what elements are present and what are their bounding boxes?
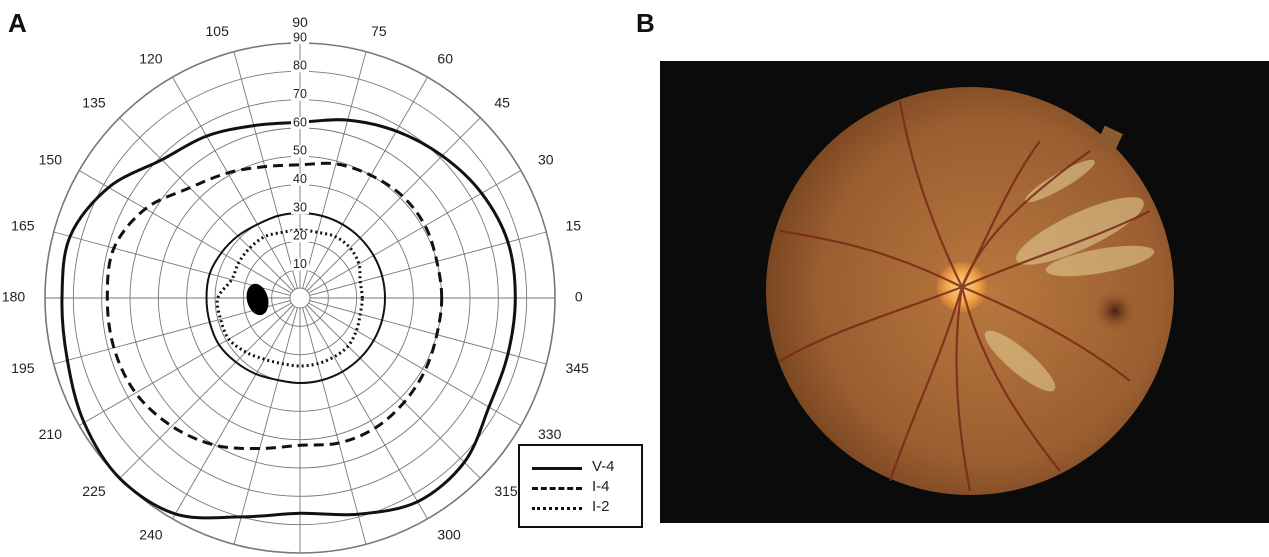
grid-spoke — [172, 301, 299, 520]
angle-tick-label: 225 — [82, 483, 106, 499]
angle-tick-label: 345 — [565, 360, 589, 376]
grid-spoke — [303, 170, 522, 297]
angle-tick-label: 0 — [575, 289, 583, 305]
grid-spoke — [300, 301, 367, 545]
radius-tick-label: 80 — [293, 59, 307, 73]
grid-spoke — [119, 117, 298, 296]
grid-spoke — [233, 51, 300, 295]
radius-tick-label: 10 — [293, 257, 307, 271]
angle-tick-label: 195 — [11, 360, 35, 376]
legend-item-i2: I-2 — [520, 498, 641, 516]
radius-label-bg — [291, 32, 309, 44]
angle-tick-label: 45 — [494, 94, 510, 110]
radius-label-bg — [291, 258, 309, 271]
grid-spoke — [301, 301, 428, 520]
scotoma-marker — [246, 283, 269, 316]
radius-label-bg — [291, 117, 309, 129]
polar-chart: 0 15 30 45 60 75 90 105 120 135 150 165 180 195 210 225… — [2, 14, 589, 557]
fundus-image — [766, 87, 1174, 495]
angle-tick-label: 60 — [437, 51, 453, 67]
radius-tick-label: 60 — [293, 115, 307, 129]
angle-tick-label: 330 — [538, 426, 562, 442]
radius-tick-label: 20 — [293, 229, 307, 243]
grid-spoke — [78, 299, 297, 426]
legend-label: V-4 — [592, 458, 615, 475]
grid-spoke — [119, 300, 298, 479]
radius-tick-label: 90 — [293, 30, 307, 44]
isopter-i-4 — [105, 161, 444, 451]
angle-tick-label: 75 — [371, 23, 387, 39]
angle-tick-label: 30 — [538, 151, 554, 167]
isopter-i-2 — [215, 228, 364, 368]
angle-tick-label: 180 — [2, 289, 26, 305]
series-layer — [60, 118, 517, 520]
radius-label-bg — [291, 230, 309, 243]
angle-tick-label: 15 — [565, 218, 581, 234]
panel-b-label: B — [636, 8, 655, 38]
legend-label: I-2 — [592, 498, 610, 515]
grid-spoke — [301, 76, 428, 295]
legend-swatch-solid — [532, 467, 582, 470]
grid-spoke — [300, 51, 367, 295]
angle-tick-label: 255 — [206, 554, 230, 557]
center-circle — [289, 287, 311, 309]
radius-label-bg — [291, 88, 309, 101]
legend-swatch-dotted — [532, 507, 582, 510]
radius-tick-label: 50 — [293, 144, 307, 158]
grid-spoke — [302, 300, 481, 479]
angle-labels: 0 15 30 45 60 75 90 105 120 135 150 165 180 195 210 225… — [2, 14, 589, 557]
legend-swatch-dashed — [532, 487, 582, 490]
grid-spoke — [302, 117, 481, 296]
grid-spoke — [303, 299, 522, 426]
grid-spoke — [78, 170, 297, 297]
radius-labels: 10 20 30 40 50 60 70 80 90 — [291, 30, 309, 271]
grid-spoke — [172, 76, 299, 295]
radius-tick-label: 40 — [293, 172, 307, 186]
radius-label-bg — [291, 202, 309, 214]
legend: V-4 I-4 I-2 — [518, 444, 643, 528]
isopter-inner-ring — [205, 211, 387, 385]
angle-tick-label: 285 — [371, 554, 395, 557]
retinal-vessels — [779, 100, 1151, 492]
angle-tick-label: 150 — [39, 151, 63, 167]
angle-tick-label: 90 — [292, 14, 308, 30]
angle-tick-label: 135 — [82, 94, 106, 110]
angle-tick-label: 165 — [11, 218, 35, 234]
legend-item-v4: V-4 — [520, 458, 641, 476]
angle-tick-label: 120 — [139, 51, 163, 67]
isopter-v-4 — [60, 118, 517, 520]
radius-tick-label: 30 — [293, 200, 307, 214]
fundus-photo — [660, 61, 1269, 523]
radius-label-bg — [291, 60, 309, 73]
angle-tick-label: 105 — [206, 23, 230, 39]
angle-tick-label: 300 — [437, 527, 461, 543]
legend-item-i4: I-4 — [520, 478, 641, 496]
legend-label: I-4 — [592, 478, 610, 495]
angle-tick-label: 240 — [139, 527, 163, 543]
panel-a-label: A — [8, 8, 27, 38]
radius-tick-label: 70 — [293, 87, 307, 101]
radius-label-bg — [291, 145, 309, 158]
grid-spoke — [303, 231, 547, 298]
grid-spoke — [233, 301, 300, 545]
grid-spoke — [303, 298, 547, 365]
radius-label-bg — [291, 173, 309, 186]
angle-tick-label: 210 — [39, 426, 63, 442]
angle-tick-label: 315 — [494, 483, 518, 499]
